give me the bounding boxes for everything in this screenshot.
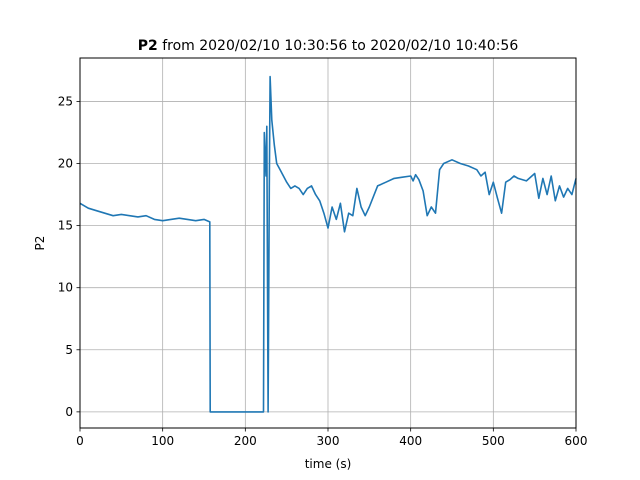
x-tick-label: 100 [151,434,174,448]
y-tick-label: 15 [58,219,73,233]
series-line-p2 [79,75,577,413]
x-tick-label: 300 [317,434,340,448]
x-tick-label: 200 [234,434,257,448]
y-tick-label: 0 [65,405,73,419]
chart-title-bold: P2 [138,38,158,54]
grid [79,58,577,428]
x-axis-label: time (s) [305,457,352,471]
y-axis-label: P2 [33,236,47,251]
y-tick-label: 10 [58,281,73,295]
x-tick-label: 600 [565,434,588,448]
chart-title-rest: from 2020/02/10 10:30:56 to 2020/02/10 1… [158,38,519,54]
y-tick-label: 25 [58,94,73,108]
chart-title: P2 from 2020/02/10 10:30:56 to 2020/02/1… [138,38,519,54]
y-tick-label: 5 [65,343,73,357]
x-tick-label: 500 [482,434,505,448]
ticks: 0 100 200 300 400 500 600 0 5 10 15 20 25 [58,94,588,448]
y-tick-label: 20 [58,157,73,171]
x-tick-label: 0 [76,434,84,448]
x-tick-label: 400 [399,434,422,448]
